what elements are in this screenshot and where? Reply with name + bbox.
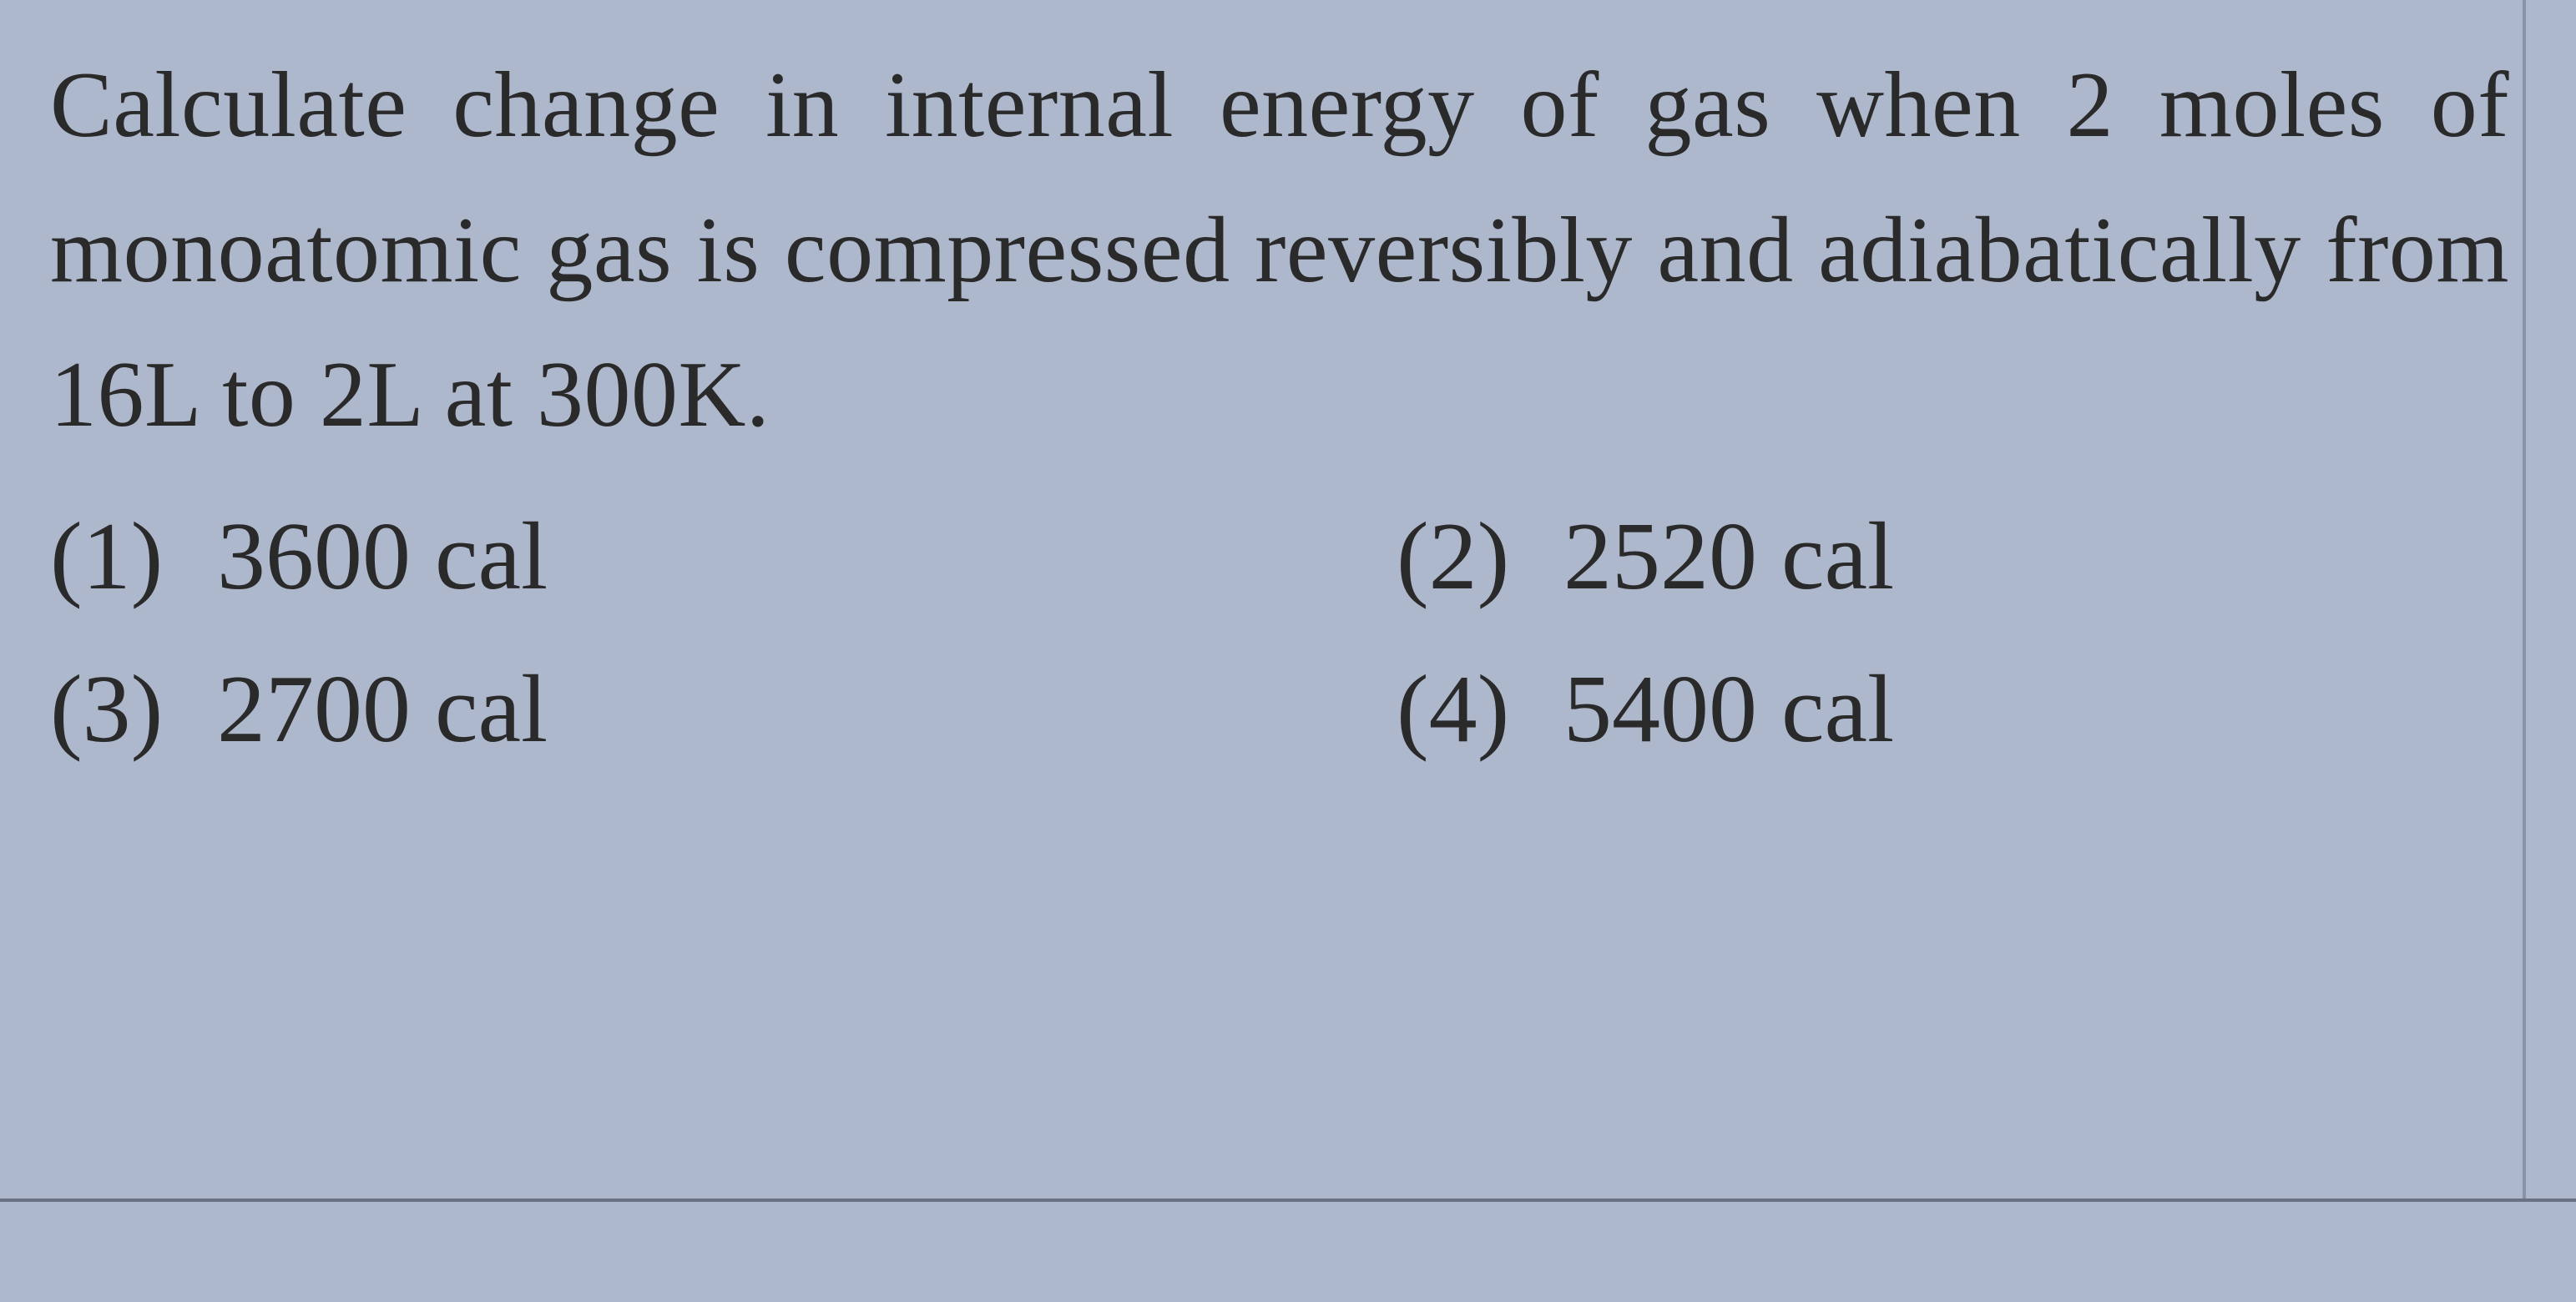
option-3: (3) 2700 cal: [50, 654, 1163, 765]
option-value: 2700 cal: [217, 654, 548, 765]
question-page: Calculate change in internal energy of g…: [0, 0, 2576, 1302]
question-text: Calculate change in internal energy of g…: [50, 33, 2509, 468]
option-value: 2520 cal: [1563, 502, 1894, 613]
option-number: (3): [50, 654, 184, 765]
option-value: 5400 cal: [1563, 654, 1894, 765]
option-number: (1): [50, 502, 184, 613]
options-grid: (1) 3600 cal (2) 2520 cal (3) 2700 cal (…: [50, 502, 2509, 765]
option-2: (2) 2520 cal: [1397, 502, 2509, 613]
option-1: (1) 3600 cal: [50, 502, 1163, 613]
right-border: [2523, 0, 2526, 1202]
option-value: 3600 cal: [217, 502, 548, 613]
option-number: (2): [1397, 502, 1530, 613]
option-4: (4) 5400 cal: [1397, 654, 2509, 765]
bottom-divider: [0, 1199, 2576, 1202]
option-number: (4): [1397, 654, 1530, 765]
